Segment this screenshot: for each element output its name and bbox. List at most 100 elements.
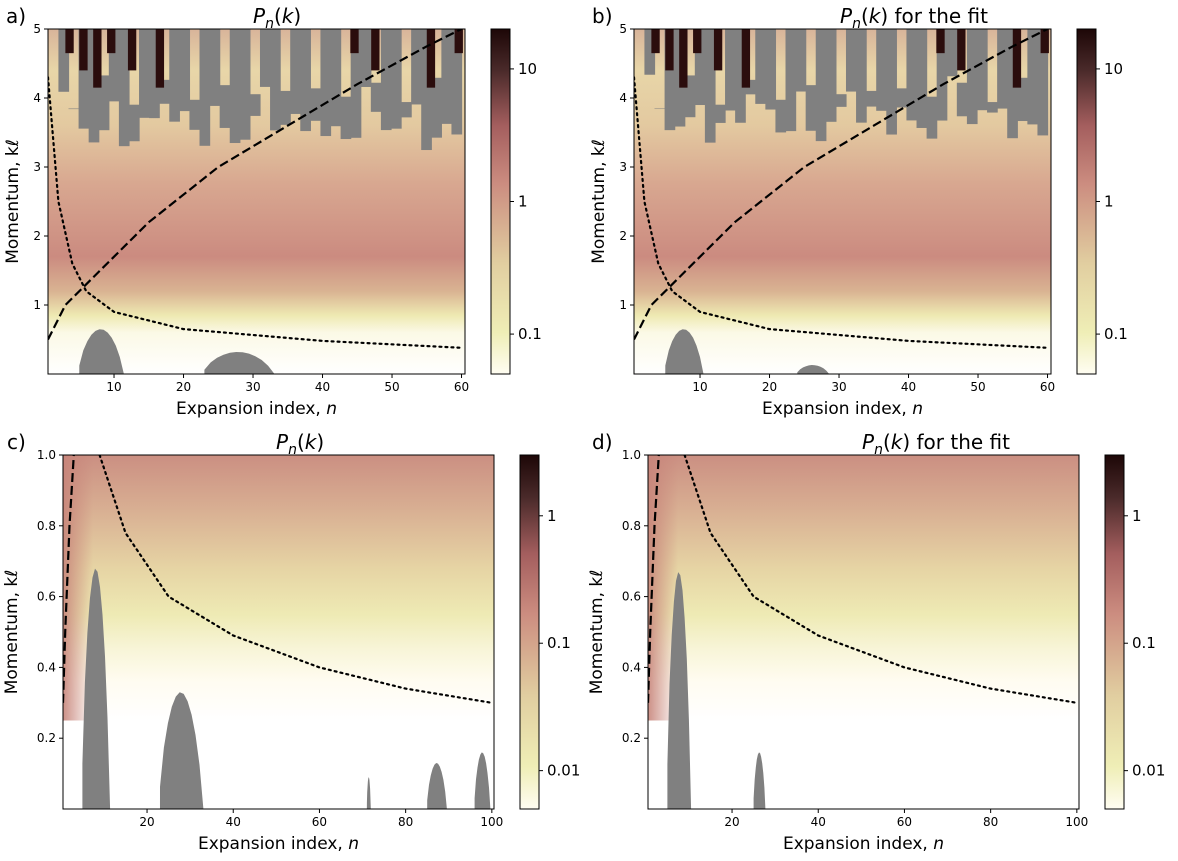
x-tick-label: 100 [1065,815,1088,829]
title-arg-close: ) for the fit [880,4,988,28]
masked-block [219,85,231,128]
masked-block [906,29,918,121]
dashed-curve [63,455,75,703]
x-tick-label: 20 [724,815,739,829]
dark-streak [371,29,380,71]
x-axis-label: Expansion index, n [198,834,359,854]
masked-block [370,82,382,112]
title-arg-var: k [869,4,882,28]
x-axis-label-var: n [348,834,359,854]
masked-region [79,329,128,374]
title-subscript: n [852,16,861,32]
colorbar [490,28,511,375]
y-axis-label: Momentum, kℓ [587,570,607,695]
masked-block [98,75,110,131]
masked-region [753,752,767,809]
masked-block [916,29,928,128]
masked-region [665,329,707,374]
title-subscript: n [265,16,274,32]
panel-a: 1 2 3 4 5 10 20 30 40 50 60 Expansion index, n Momen… [3,4,542,419]
y-tick-label: 4 [33,91,41,105]
dark-streak [155,29,165,88]
title-arg-var: k [891,430,904,454]
colorbar-tick-label: 0.1 [518,325,542,343]
heatmap-field [648,455,1079,809]
masked-block [169,29,180,122]
panel-title: Pn(k) [253,4,301,32]
masked-block [441,29,453,124]
masked-block [411,29,422,105]
x-tick-label: 50 [970,380,985,394]
masked-block [936,29,948,121]
x-tick-label: 80 [398,815,413,829]
title-arg-var: k [305,430,318,454]
masked-block [179,29,191,112]
y-axis-label: Momentum, kℓ [2,570,22,695]
plot-frame [647,454,1080,810]
panel-title: Pn(k) for the fit [862,430,1010,458]
y-tick-label: 0.2 [37,731,56,745]
y-tick-label: 2 [619,229,627,243]
colorbar-tick-label: 1 [1104,193,1114,211]
dashed-curve [634,29,1048,340]
y-tick-label: 4 [619,91,627,105]
colorbar-tick-label: 0.1 [1132,634,1156,652]
x-tick-label: 30 [831,380,846,394]
y-tick-label: 3 [33,160,41,174]
panel-b: 1 2 3 4 5 10 20 30 40 50 60 Expansion index, n Momen… [589,4,1128,419]
x-tick-label: 10 [106,380,121,394]
dark-streak [713,29,723,71]
masked-block [421,29,432,151]
masked-block [684,75,696,118]
dark-streak [426,29,436,88]
x-axis-label-var: n [912,399,923,419]
masked-block [159,79,170,104]
dark-streak [79,29,88,71]
masked-region [667,572,694,809]
x-tick-label: 60 [454,380,469,394]
x-tick-label: 10 [692,380,707,394]
masked-block [1007,29,1018,139]
masked-region [797,365,833,374]
colorbar-tick-label: 1 [518,193,528,211]
masked-region [159,692,208,809]
panel-d: 0.2 0.4 0.6 0.8 1.0 20 40 60 80 100 Expansion inde… [587,430,1165,854]
masked-block [825,29,837,122]
title-arg-close: ) [293,4,301,28]
y-tick-label: 2 [33,229,41,243]
masked-block [714,104,726,123]
masked-block [876,29,887,111]
plot-frame [633,28,1052,375]
masked-block [259,29,271,87]
dotted-curve [634,76,1049,349]
masked-block [755,29,766,104]
panel-c: 0.2 0.4 0.6 0.8 1.0 20 40 60 80 100 Expansion inde… [2,430,580,854]
x-tick-label: 40 [901,380,916,394]
x-tick-label: 50 [384,380,399,394]
masked-region [204,352,281,374]
y-tick-label: 0.4 [622,660,641,674]
masked-block [1027,29,1039,125]
masked-block [926,96,938,139]
x-axis-label: Expansion index, n [783,834,944,854]
x-axis-label: Expansion index, n [176,399,337,419]
masked-block [805,85,817,131]
dark-streak [957,29,966,71]
x-tick-label: 20 [762,380,777,394]
masked-block [835,94,847,107]
masked-block [401,102,412,118]
title-arg: ( [861,4,869,28]
x-tick-label: 20 [139,815,154,829]
masked-block [229,29,241,144]
masked-block [350,29,362,138]
masked-block [139,29,150,118]
dark-streak [651,29,660,54]
y-tick-label: 0.6 [622,590,641,604]
masked-block [118,29,130,147]
colorbar-tick-label: 1 [547,507,557,525]
dark-streak [93,29,102,88]
y-tick-label: 1 [33,298,41,312]
x-tick-label: 40 [811,815,826,829]
title-subscript: n [874,442,883,458]
